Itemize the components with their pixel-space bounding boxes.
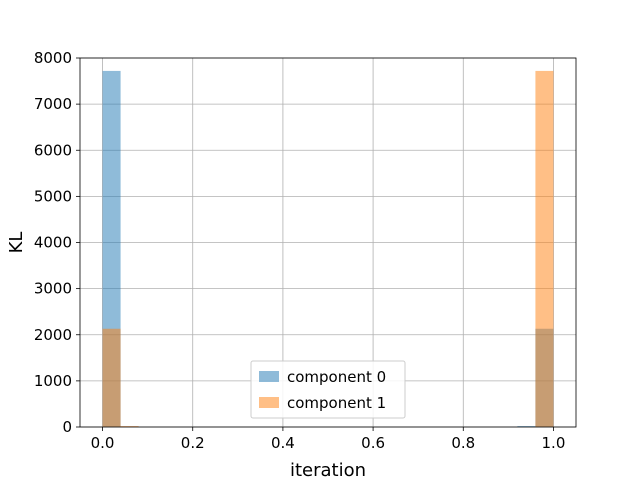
histogram-bar-series-1 [120,426,139,427]
legend-swatch [259,397,279,408]
legend-box [250,360,406,419]
y-tick-label: 8000 [34,49,72,67]
y-tick-label: 3000 [34,280,72,298]
x-tick-label: 0.4 [271,434,295,452]
legend: component 0 component 1 [250,360,406,419]
y-axis-label: KL [6,232,27,254]
x-tick-label: 0.8 [451,434,475,452]
legend-entry-label: component 0 [287,368,386,386]
histogram-bar-series-1 [535,70,554,427]
legend-entry-label: component 1 [287,394,386,412]
x-axis-label: iteration [290,460,366,480]
legend-swatch [259,371,279,382]
x-tick-label: 0.2 [181,434,205,452]
y-tick-label: 2000 [34,326,72,344]
y-tick-label: 7000 [34,95,72,113]
x-tick-label: 0.0 [91,434,115,452]
y-tick-label: 4000 [34,234,72,252]
histogram-bar-series-1 [102,328,121,427]
y-tick-label: 1000 [34,372,72,390]
x-tick-label: 0.6 [361,434,385,452]
x-tick-label: 1.0 [542,434,566,452]
histogram-bars [102,70,554,427]
y-tick-label: 5000 [34,187,72,205]
y-axis-ticks: 0 1000 2000 3000 4000 5000 6000 7000 8000 [34,49,80,436]
histogram-bar-series-0 [517,426,536,427]
y-tick-label: 6000 [34,141,72,159]
y-tick-label: 0 [62,418,72,436]
x-axis-ticks: 0.0 0.2 0.4 0.6 0.8 1.0 [91,427,566,452]
